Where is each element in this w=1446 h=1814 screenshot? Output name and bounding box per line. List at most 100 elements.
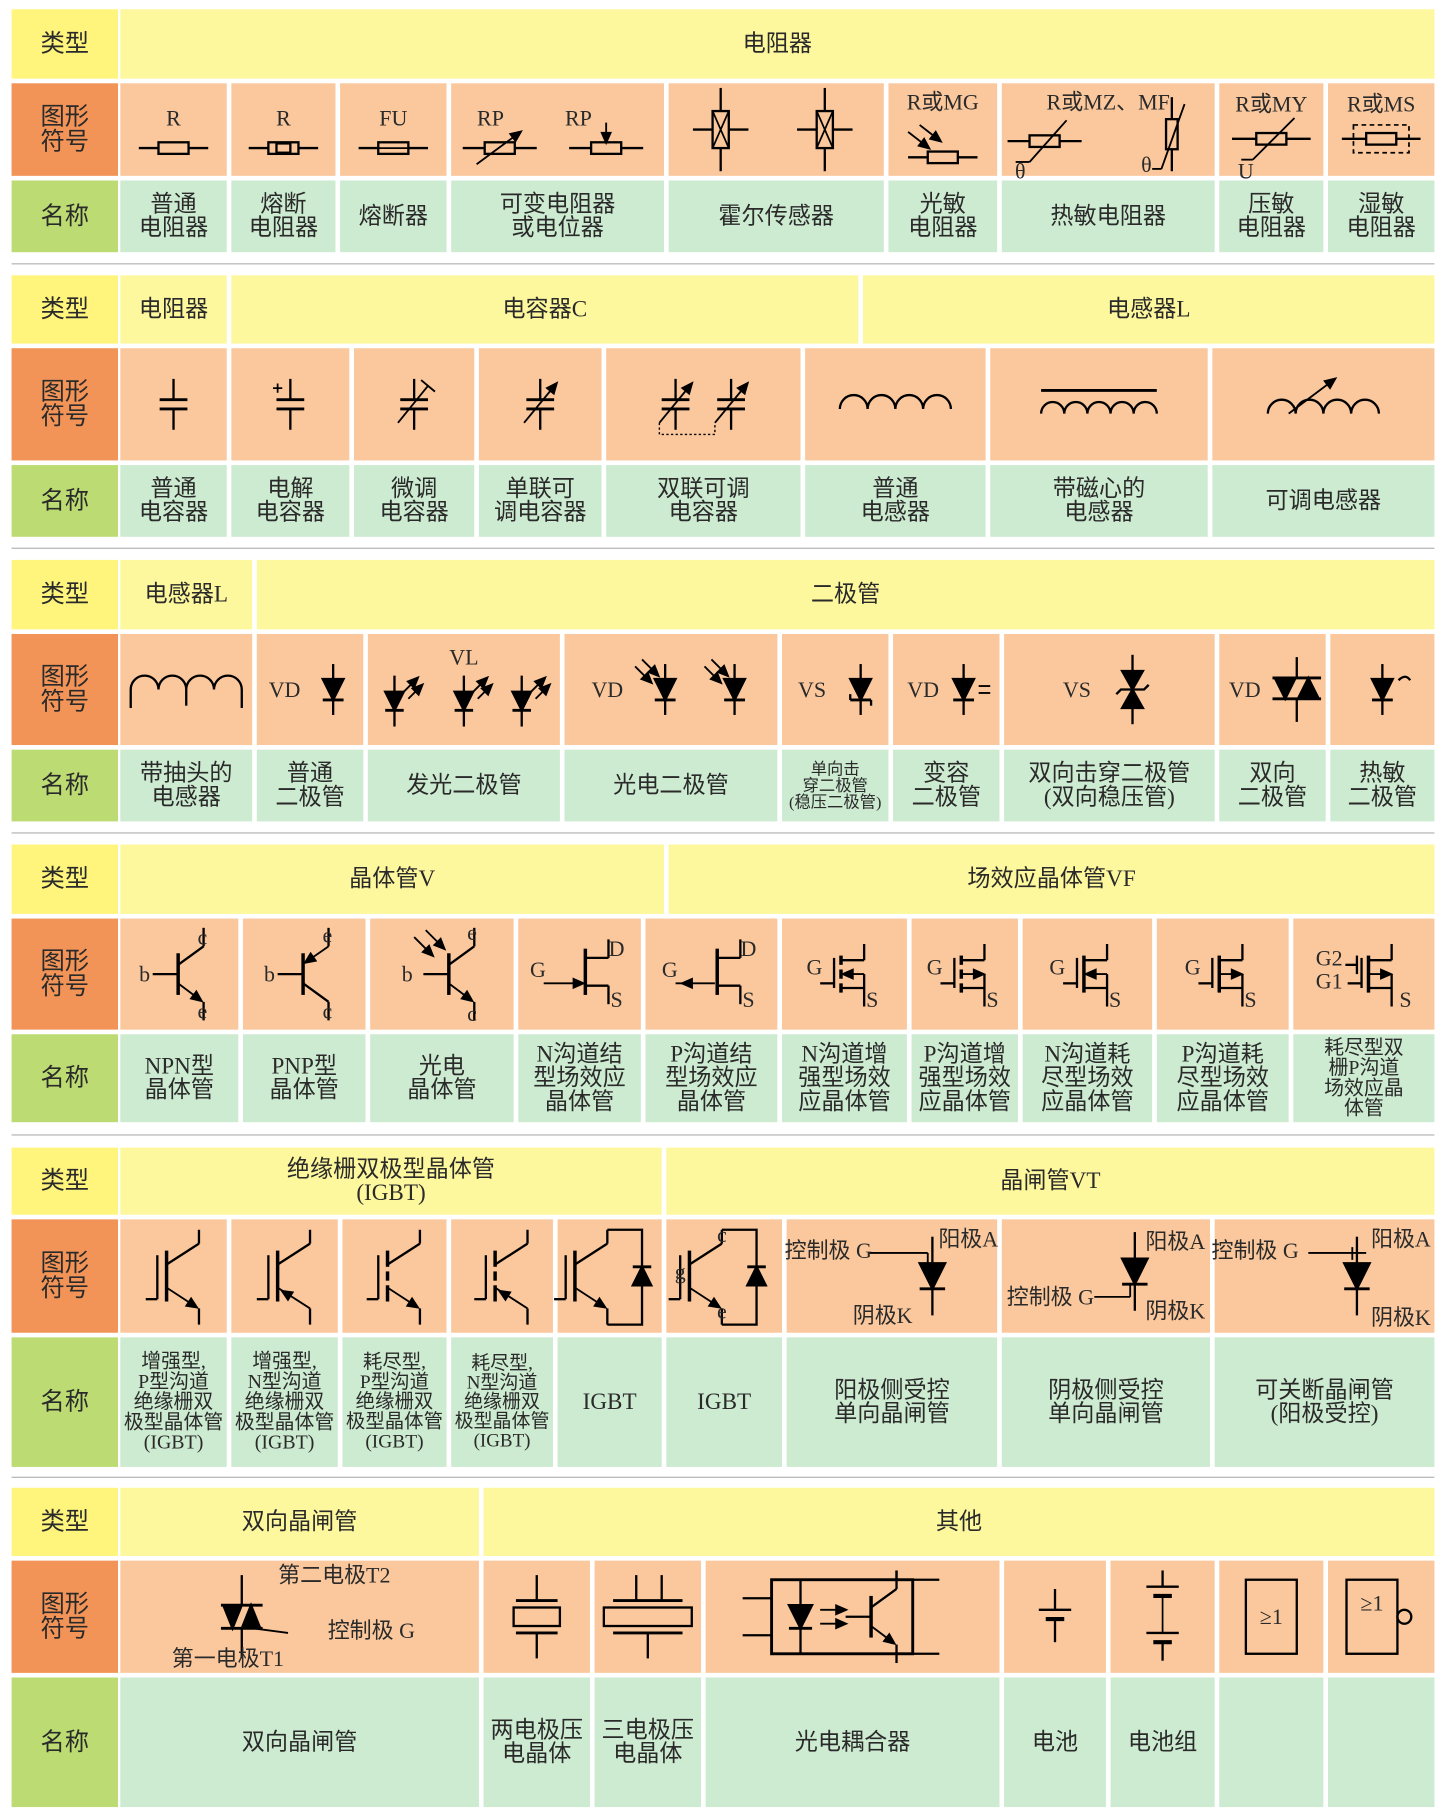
name-cell xyxy=(120,1034,239,1123)
item-name: P型沟道 xyxy=(360,1371,429,1393)
item-name: 强型场效 xyxy=(919,1065,1011,1091)
type-cell xyxy=(862,275,1435,344)
symbol-path xyxy=(405,1296,421,1309)
symbol-label: 第二电极T2 xyxy=(278,1563,390,1588)
item-name: P沟道增 xyxy=(924,1042,1006,1068)
symbol-line xyxy=(165,1242,200,1266)
name-cell xyxy=(990,465,1208,537)
item-name: 普通 xyxy=(150,192,196,218)
item-name: 电池组 xyxy=(1128,1729,1197,1755)
row-header-cell xyxy=(11,1487,118,1557)
symbol-label: 阴极K xyxy=(853,1303,913,1328)
item-name: 带抽头的 xyxy=(140,761,232,787)
item-name: 应晶体管 xyxy=(1041,1089,1133,1115)
item-name: 晶体管 xyxy=(407,1077,476,1103)
type-cell xyxy=(483,1487,1435,1557)
type-cell xyxy=(120,1147,662,1215)
symbol-label: S xyxy=(610,987,622,1012)
type-cell xyxy=(666,1147,1435,1215)
item-name: 电晶体 xyxy=(613,1741,682,1767)
symbol-path xyxy=(646,664,661,678)
item-name: 电阻器 xyxy=(249,215,318,241)
symbol-path xyxy=(787,1604,814,1631)
item-name: 尽型场效 xyxy=(1176,1065,1268,1091)
item-name: 双向 xyxy=(1249,761,1295,787)
symbol-cell xyxy=(645,918,778,1030)
name-cell xyxy=(120,749,253,822)
item-name: 栅P沟道 xyxy=(1329,1057,1400,1079)
row-header-cell xyxy=(11,749,118,822)
symbol-path xyxy=(1380,968,1394,980)
item-name: 光电 xyxy=(419,1053,465,1079)
symbol-label: 控制极 G xyxy=(785,1238,872,1263)
symbol-path xyxy=(835,1603,849,1616)
symbol-path xyxy=(835,1617,849,1630)
item-name: P沟道结 xyxy=(670,1042,752,1068)
symbol-cell xyxy=(606,348,801,461)
symbol-cell xyxy=(451,83,665,176)
row-header: 名称 xyxy=(40,1065,89,1092)
symbol-line xyxy=(1160,103,1186,170)
symbol-label: R或MY xyxy=(1235,92,1307,117)
symbol-label: G1 xyxy=(1316,969,1343,994)
symbol-path xyxy=(460,989,475,1003)
item-name: 双联可调 xyxy=(657,476,749,502)
type-label: 电阻器 xyxy=(743,31,812,57)
symbol-label: e xyxy=(467,920,477,945)
symbol-path xyxy=(1266,398,1381,414)
symbol-line xyxy=(448,945,475,966)
item-name: 体管 xyxy=(1344,1098,1384,1120)
row-header-cell xyxy=(11,918,118,1030)
symbol-cell xyxy=(1328,1560,1435,1673)
symbol-label: e xyxy=(717,1298,727,1323)
type-cell xyxy=(120,275,227,344)
row-header: 图形 xyxy=(40,664,89,691)
symbol-label: c xyxy=(198,925,208,950)
symbol-cell xyxy=(231,83,336,176)
row-header-cell xyxy=(11,180,118,253)
symbol-line xyxy=(420,379,436,393)
symbol-cell xyxy=(231,348,350,461)
item-name: 单向击 xyxy=(811,759,860,778)
item-name: 晶体管 xyxy=(270,1077,339,1103)
symbol-body xyxy=(770,1578,915,1656)
item-name: 电阻器 xyxy=(1347,215,1416,241)
symbol-label: U xyxy=(1238,159,1254,184)
name-cell xyxy=(340,180,447,253)
name-cell xyxy=(1004,749,1215,822)
item-name: 耗尽型双 xyxy=(1324,1037,1404,1059)
symbol-cell xyxy=(120,83,227,176)
symbol-cell xyxy=(256,633,364,746)
name-cell xyxy=(564,749,778,822)
symbol-path xyxy=(432,937,447,951)
item-name: 或电位器 xyxy=(511,215,603,241)
name-cell xyxy=(242,1034,366,1123)
symbol-cell xyxy=(1212,348,1435,461)
symbol-cell xyxy=(120,1219,227,1333)
symbol-path xyxy=(508,130,523,143)
symbol-path xyxy=(722,677,747,703)
row-header-cell xyxy=(11,1560,118,1673)
name-cell xyxy=(120,1677,479,1808)
symbol-label: D xyxy=(741,936,757,961)
item-name: 可变电阻器 xyxy=(500,192,616,218)
name-cell xyxy=(370,1034,514,1123)
symbol-label: 阳极A xyxy=(1371,1227,1431,1252)
item-name: 调电容器 xyxy=(494,500,586,526)
symbol-path xyxy=(1083,968,1097,980)
symbol-path xyxy=(593,1296,608,1309)
row-header: 符号 xyxy=(40,688,89,715)
name-cell xyxy=(1219,180,1324,253)
symbol-label: b xyxy=(139,962,150,987)
item-name: 耗尽型, xyxy=(363,1351,426,1373)
item-name: 电感器 xyxy=(861,500,930,526)
symbol-path xyxy=(840,968,854,980)
symbol-label: R或MG xyxy=(907,89,979,114)
symbol-line xyxy=(253,1627,289,1634)
symbol-path xyxy=(421,944,435,958)
symbol-path xyxy=(533,675,547,690)
item-name: IGBT xyxy=(697,1389,751,1415)
symbol-path xyxy=(1120,687,1145,710)
symbol-body xyxy=(1396,1608,1413,1625)
